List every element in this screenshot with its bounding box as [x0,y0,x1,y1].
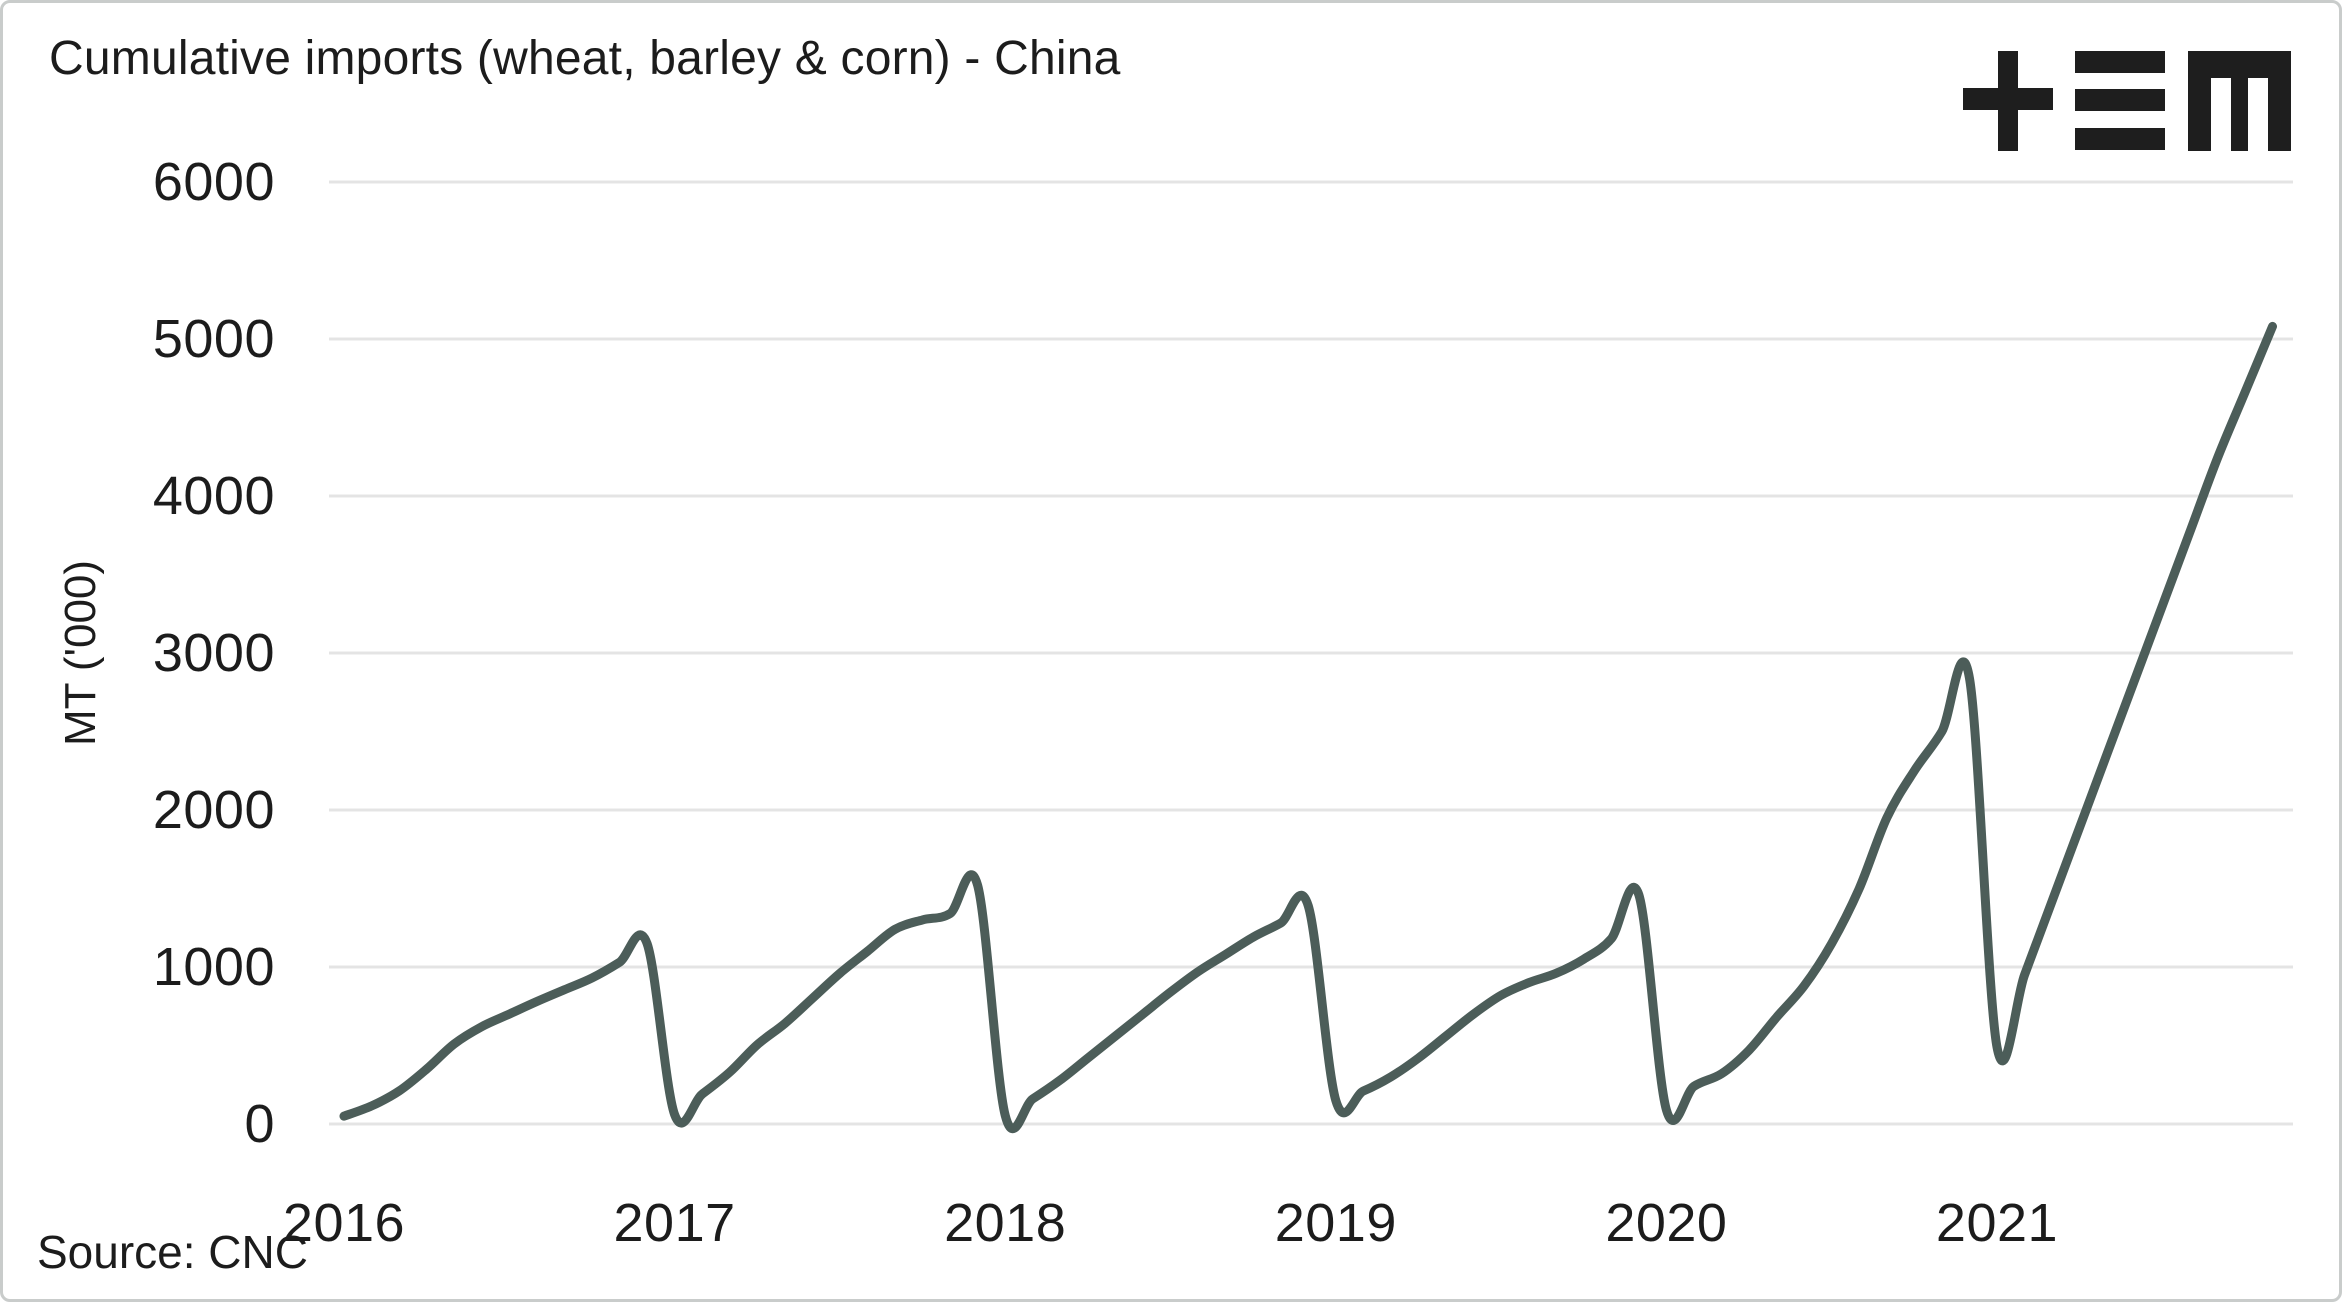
x-tick-label: 2019 [1274,1193,1397,1253]
x-tick-label: 2016 [282,1193,406,1253]
y-tick-label: 6000 [152,152,275,212]
chart-title: Cumulative imports (wheat, barley & corn… [49,32,1121,85]
y-tick-label: 3000 [152,623,275,683]
y-tick-label: 0 [244,1094,275,1154]
x-tick-label: 2021 [1935,1193,2059,1253]
logo-bars-glyph [2075,51,2165,150]
y-tick-label: 2000 [152,780,275,840]
x-tick-label: 2020 [1605,1193,1728,1253]
source-note: Source: CNC [37,1226,308,1278]
x-tick-label: 2018 [944,1193,1067,1253]
y-tick-label: 1000 [152,937,275,997]
tem-logo-icon [1963,51,2291,151]
y-tick-label: 4000 [152,466,275,526]
logo-m-glyph [2188,51,2291,151]
x-tick-label: 2017 [613,1193,736,1253]
series-line [339,321,2277,1134]
logo-plus-glyph [1963,51,2053,151]
plot-area [329,180,2293,1134]
y-tick-label: 5000 [152,309,275,369]
